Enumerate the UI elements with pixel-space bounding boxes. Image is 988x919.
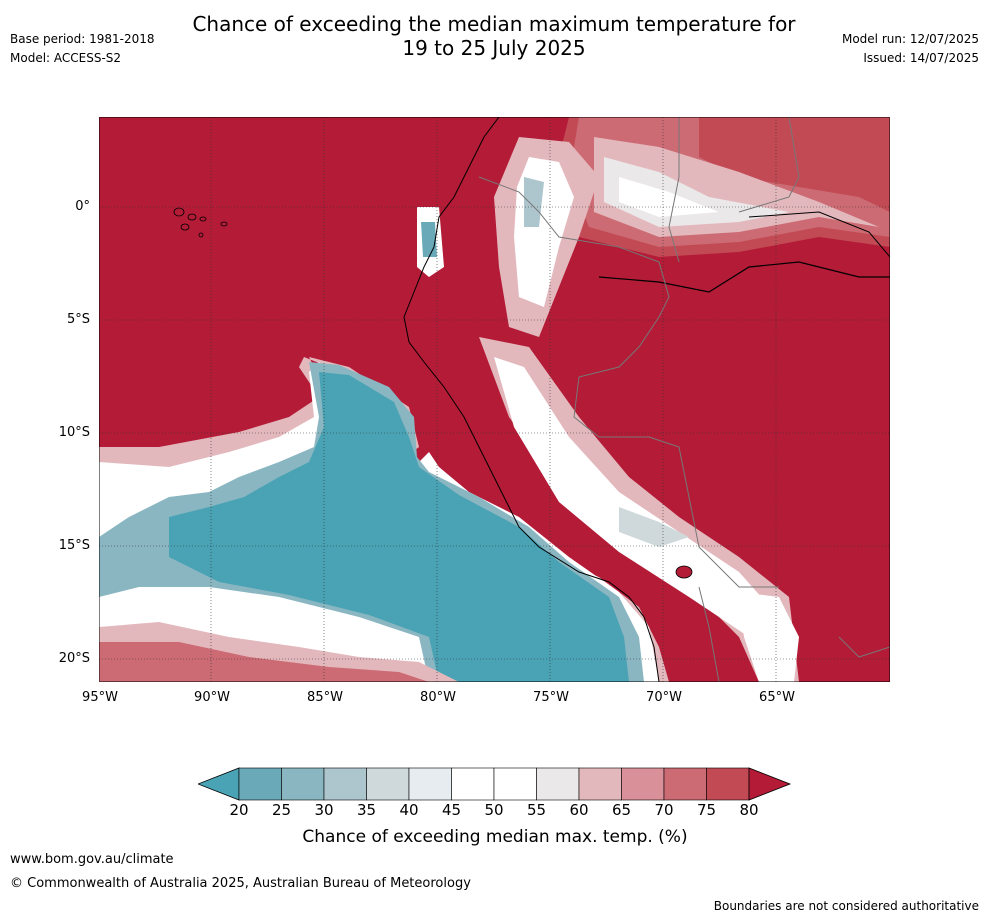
colorbar-cell xyxy=(323,767,367,801)
colorbar-cell xyxy=(706,767,750,801)
colorbar-cell xyxy=(281,767,325,801)
lon-tick-70w: 70°W xyxy=(646,690,682,705)
lat-tick-5s: 5°S xyxy=(66,312,90,327)
colorbar-extend-low xyxy=(198,767,240,801)
colorbar-tick: 20 xyxy=(229,801,249,819)
model-run: Model run: 12/07/2025 xyxy=(841,32,979,46)
lat-tick-10s: 10°S xyxy=(58,425,90,440)
colorbar-tick: 50 xyxy=(484,801,504,819)
website-link[interactable]: www.bom.gov.au/climate xyxy=(10,852,174,867)
coastal-spot-25 xyxy=(421,222,437,257)
colorbar-label: Chance of exceeding median max. temp. (%… xyxy=(302,827,688,847)
issued-date: Issued: 14/07/2025 xyxy=(863,51,979,65)
boundaries-disclaimer: Boundaries are not considered authoritat… xyxy=(713,899,979,913)
colorbar-cell xyxy=(366,767,410,801)
model-name: Model: ACCESS-S2 xyxy=(10,51,122,65)
lat-tick-20s: 20°S xyxy=(58,651,90,666)
bolivia-band-50 xyxy=(739,592,799,682)
colorbar-cell xyxy=(536,767,580,801)
map-svg xyxy=(99,117,890,682)
colorbar-tick: 35 xyxy=(356,801,377,819)
lon-tick-80w: 80°W xyxy=(420,690,456,705)
colorbar-cell xyxy=(663,767,707,801)
colorbar-tick: 65 xyxy=(611,801,632,819)
meta-left: Base period: 1981-2018 Model: ACCESS-S2 xyxy=(10,30,155,68)
colorbar-tick: 55 xyxy=(526,801,547,819)
river-negro xyxy=(748,211,890,258)
pacific-cool-core xyxy=(169,372,629,682)
colorbar-cell xyxy=(451,767,495,801)
map-frame xyxy=(99,117,890,682)
colorbar-cell xyxy=(493,767,537,801)
colorbar-tick: 80 xyxy=(739,801,759,819)
lat-tick-15s: 15°S xyxy=(58,538,90,553)
lon-tick-75w: 75°W xyxy=(533,690,569,705)
colorbar-tick: 30 xyxy=(314,801,334,819)
andes-cool-spot xyxy=(619,507,689,547)
forecast-map xyxy=(99,117,890,682)
lon-tick-90w: 90°W xyxy=(194,690,230,705)
colorbar-cell xyxy=(578,767,622,801)
lat-tick-0: 0° xyxy=(75,199,90,214)
map-title: Chance of exceeding the median maximum t… xyxy=(150,12,838,60)
colorbar-extend-high xyxy=(748,767,792,801)
river-amazon xyxy=(598,261,890,293)
base-period: Base period: 1981-2018 xyxy=(10,32,155,46)
colorbar-tick: 40 xyxy=(399,801,419,819)
lake-titicaca xyxy=(675,565,693,579)
title-line-2: 19 to 25 July 2025 xyxy=(402,36,586,60)
ecuador-cool-spot xyxy=(524,177,544,227)
colorbar-tick: 60 xyxy=(569,801,589,819)
colorbar-cell xyxy=(408,767,452,801)
colorbar-tick: 75 xyxy=(696,801,717,819)
colorbar xyxy=(198,767,792,801)
lon-tick-65w: 65°W xyxy=(759,690,795,705)
colorbar-cell xyxy=(238,767,282,801)
title-line-1: Chance of exceeding the median maximum t… xyxy=(192,12,796,36)
galapagos-islands xyxy=(173,207,228,238)
colorbar-cell xyxy=(621,767,665,801)
lon-tick-85w: 85°W xyxy=(307,690,343,705)
meta-right: Model run: 12/07/2025 Issued: 14/07/2025 xyxy=(842,30,979,68)
copyright-notice: © Commonwealth of Australia 2025, Austra… xyxy=(10,876,471,891)
graticule xyxy=(99,117,890,682)
colorbar-tick: 45 xyxy=(441,801,462,819)
southern-band-70 xyxy=(99,642,429,682)
coastline xyxy=(403,117,660,682)
colorbar-tick: 70 xyxy=(654,801,674,819)
colorbar-tick: 25 xyxy=(271,801,292,819)
lon-tick-95w: 95°W xyxy=(82,690,118,705)
country-borders xyxy=(478,117,890,682)
